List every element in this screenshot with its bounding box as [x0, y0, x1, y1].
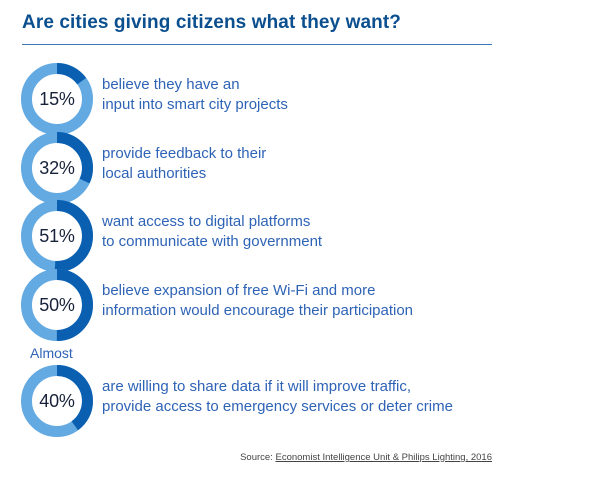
stat-row-3: 51% want access to digital platforms to … — [20, 199, 520, 273]
title-divider — [22, 44, 492, 45]
stat-description: provide feedback to their local authorit… — [102, 144, 512, 184]
donut-chart-2: 32% — [20, 131, 94, 205]
almost-prefix-label: Almost — [30, 345, 73, 361]
stat-description: are willing to share data if it will imp… — [102, 377, 512, 417]
stat-row-5: 40% are willing to share data if it will… — [20, 364, 520, 438]
percent-label: 32% — [39, 157, 75, 178]
donut-chart-4: 50% — [20, 268, 94, 342]
percent-label: 40% — [39, 390, 75, 411]
stat-description: want access to digital platforms to comm… — [102, 212, 512, 252]
percent-label: 51% — [39, 225, 75, 246]
donut-value-arc — [21, 269, 93, 341]
donut-chart-3: 51% — [20, 199, 94, 273]
donut-chart-1: 15% — [20, 62, 94, 136]
stat-description: believe expansion of free Wi-Fi and more… — [102, 281, 512, 321]
description-line: provide access to emergency services or … — [102, 398, 453, 415]
chart-title: Are cities giving citizens what they wan… — [22, 12, 402, 33]
stat-row-2: 32% provide feedback to their local auth… — [20, 131, 520, 205]
donut-svg-5 — [21, 365, 93, 437]
percent-label: 50% — [39, 294, 75, 315]
donut-svg-3 — [21, 200, 93, 272]
donut-svg-2 — [21, 132, 93, 204]
description-line: want access to digital platforms — [102, 213, 311, 230]
description-line: local authorities — [102, 165, 207, 182]
description-line: information would encourage their partic… — [102, 302, 414, 319]
donut-chart-5: 40% — [20, 364, 94, 438]
description-line: to communicate with government — [102, 233, 323, 250]
description-line: input into smart city projects — [102, 96, 288, 113]
donut-value-arc — [21, 200, 93, 272]
description-line: provide feedback to their — [102, 145, 267, 162]
source-link[interactable]: Economist Intelligence Unit & Philips Li… — [275, 452, 492, 463]
stat-row-1: 15% believe they have an input into smar… — [20, 62, 520, 136]
donut-value-arc — [21, 132, 93, 204]
description-line: believe expansion of free Wi-Fi and more — [102, 282, 376, 299]
source-note: Source: Economist Intelligence Unit & Ph… — [240, 452, 492, 463]
description-line: are willing to share data if it will imp… — [102, 378, 412, 395]
donut-svg-1 — [21, 63, 93, 135]
source-label: Source: — [240, 452, 276, 463]
stat-row-4: 50% believe expansion of free Wi-Fi and … — [20, 268, 520, 342]
percent-label: 15% — [39, 88, 75, 109]
donut-value-arc — [21, 365, 93, 437]
stat-description: believe they have an input into smart ci… — [102, 75, 512, 115]
donut-svg-4 — [21, 269, 93, 341]
donut-value-arc — [21, 63, 93, 135]
description-line: believe they have an — [102, 76, 240, 93]
